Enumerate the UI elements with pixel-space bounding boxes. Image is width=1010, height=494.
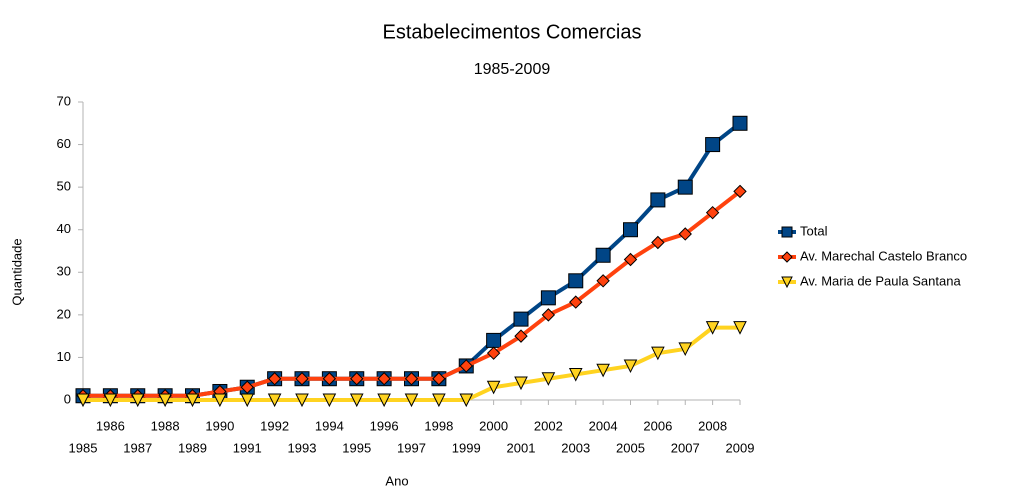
legend-label: Total xyxy=(800,223,828,238)
marker xyxy=(733,184,747,199)
x-tick-label: 1985 xyxy=(69,440,98,455)
marker xyxy=(595,247,611,263)
marker xyxy=(569,295,583,309)
x-tick-label: 1989 xyxy=(178,440,207,455)
x-tick-label: 1990 xyxy=(205,418,234,433)
legend-label: Av. Marechal Castelo Branco xyxy=(800,248,967,263)
x-tick-label: 2008 xyxy=(698,418,727,433)
marker xyxy=(350,372,364,386)
y-tick-label: 20 xyxy=(57,306,71,321)
marker xyxy=(514,329,528,343)
y-tick-label: 50 xyxy=(57,179,71,194)
marker xyxy=(322,393,337,408)
marker xyxy=(267,372,282,386)
marker xyxy=(596,274,610,288)
marker xyxy=(404,372,419,386)
marker xyxy=(486,346,501,360)
marker xyxy=(240,393,255,408)
marker xyxy=(185,393,200,408)
marker xyxy=(781,226,793,238)
marker xyxy=(267,393,282,408)
marker xyxy=(623,359,638,374)
marker xyxy=(158,393,172,408)
x-tick-label: 1986 xyxy=(96,418,125,433)
x-tick-label: 1995 xyxy=(342,440,371,455)
chart-subtitle: 1985-2009 xyxy=(474,61,551,78)
x-tick-label: 2009 xyxy=(726,440,755,455)
marker xyxy=(623,222,638,238)
y-tick-label: 60 xyxy=(57,136,71,151)
y-tick-label: 30 xyxy=(57,264,71,279)
y-tick-label: 40 xyxy=(57,221,71,236)
marker xyxy=(596,363,610,378)
x-tick-label: 1987 xyxy=(123,440,152,455)
marker xyxy=(486,332,502,348)
chart-title: Estabelecimentos Comercias xyxy=(383,21,642,43)
y-tick-label: 10 xyxy=(57,349,71,364)
marker xyxy=(568,273,584,289)
x-tick-label: 2005 xyxy=(616,440,645,455)
marker xyxy=(349,393,364,408)
marker xyxy=(705,205,720,220)
marker xyxy=(541,372,556,386)
marker xyxy=(404,393,419,408)
x-tick-label: 2001 xyxy=(507,440,536,455)
x-axis-title: Ano xyxy=(385,473,408,488)
y-tick-label: 70 xyxy=(57,93,71,108)
x-tick-label: 2000 xyxy=(479,418,508,433)
x-tick-label: 1992 xyxy=(260,418,289,433)
x-tick-label: 1988 xyxy=(151,418,180,433)
marker xyxy=(705,321,720,335)
marker xyxy=(295,372,309,386)
marker xyxy=(322,372,337,386)
marker xyxy=(781,251,793,263)
marker xyxy=(103,393,118,408)
x-tick-label: 2004 xyxy=(589,418,618,433)
x-tick-label: 1999 xyxy=(452,440,481,455)
x-tick-label: 2007 xyxy=(671,440,700,455)
marker xyxy=(459,359,473,373)
marker xyxy=(213,393,227,408)
marker xyxy=(459,393,474,408)
marker xyxy=(377,393,391,408)
marker xyxy=(377,372,391,386)
marker xyxy=(76,393,90,408)
marker xyxy=(295,393,309,408)
x-tick-label: 2002 xyxy=(534,418,563,433)
marker xyxy=(678,342,693,357)
marker xyxy=(514,376,528,391)
marker xyxy=(432,393,446,408)
marker xyxy=(240,380,254,394)
marker xyxy=(732,115,748,131)
marker xyxy=(781,276,793,289)
x-tick-label: 1993 xyxy=(288,440,317,455)
marker xyxy=(486,380,501,395)
legend-label: Av. Maria de Paula Santana xyxy=(800,273,961,288)
x-tick-label: 1996 xyxy=(370,418,399,433)
y-tick-label: 0 xyxy=(64,391,71,406)
marker xyxy=(651,346,665,361)
marker xyxy=(513,311,529,327)
marker xyxy=(541,308,556,322)
marker xyxy=(130,393,145,408)
marker xyxy=(623,252,638,267)
y-axis-title: Quantidade xyxy=(9,238,24,305)
marker xyxy=(432,372,446,386)
x-tick-label: 1998 xyxy=(424,418,453,433)
marker xyxy=(540,290,556,306)
marker xyxy=(677,179,693,195)
x-tick-label: 1997 xyxy=(397,440,426,455)
x-tick-label: 1994 xyxy=(315,418,344,433)
marker xyxy=(678,227,692,241)
marker xyxy=(705,137,721,153)
marker xyxy=(568,367,583,382)
marker xyxy=(733,321,747,335)
marker xyxy=(650,192,666,208)
marker xyxy=(651,235,665,250)
x-tick-label: 2003 xyxy=(561,440,590,455)
x-tick-label: 2006 xyxy=(643,418,672,433)
x-tick-label: 1991 xyxy=(233,440,262,455)
